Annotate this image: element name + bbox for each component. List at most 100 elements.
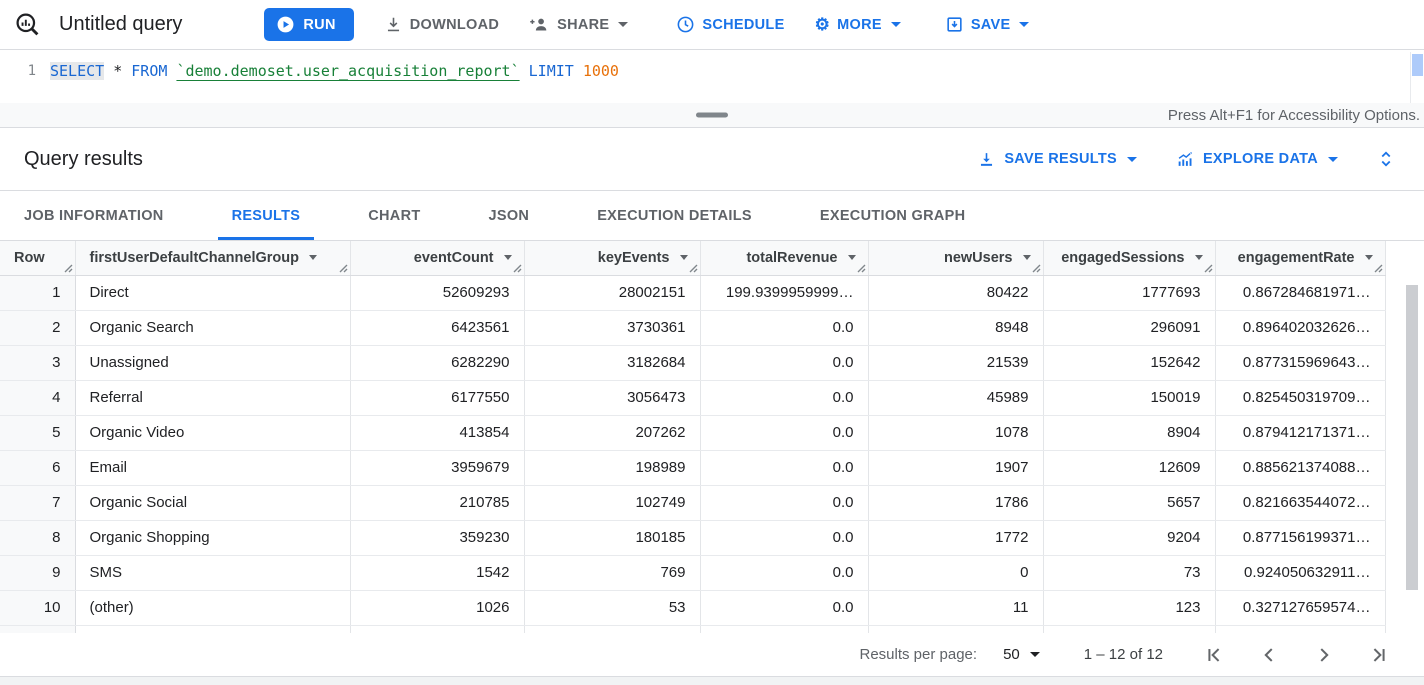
explore-data-button[interactable]: EXPLORE DATA (1175, 150, 1338, 169)
cell: 0.867284681971… (1215, 275, 1386, 311)
cell: 150019 (1043, 380, 1216, 416)
column-menu-icon[interactable] (1364, 255, 1373, 261)
cell: SMS (75, 555, 351, 591)
cell: 0.885621374088… (1215, 450, 1386, 486)
sql-editor[interactable]: 1 SELECT * FROM `demo.demoset.user_acqui… (0, 50, 1424, 103)
column-resize-handle[interactable] (1374, 264, 1383, 273)
cell: 3056473 (524, 380, 701, 416)
table-scrollbar-thumb[interactable] (1406, 285, 1418, 590)
row-number-cell: 3 (0, 345, 76, 381)
cell: 210785 (350, 485, 525, 521)
last-page-icon (1373, 647, 1385, 662)
cell: 52609293 (350, 275, 525, 311)
cell: 413854 (350, 415, 525, 451)
column-header-newUsers[interactable]: newUsers (868, 241, 1044, 276)
cell: 3730361 (524, 310, 701, 346)
column-resize-handle[interactable] (689, 264, 698, 273)
column-resize-handle[interactable] (1204, 264, 1213, 273)
chevron-down-icon (1328, 156, 1338, 162)
sql-keyword-select: SELECT (50, 62, 105, 80)
sql-star: * (113, 62, 123, 80)
page-size-select[interactable]: 50 (1003, 646, 1040, 663)
column-menu-icon[interactable] (1022, 255, 1031, 261)
cell: 12609 (1043, 450, 1216, 486)
tab-job-information[interactable]: JOB INFORMATION (24, 191, 164, 240)
column-menu-icon[interactable] (847, 255, 856, 261)
expand-results-button[interactable] (1376, 148, 1396, 170)
cell: 45989 (868, 380, 1044, 416)
cell: 0.0 (700, 310, 869, 346)
tab-execution-graph[interactable]: EXECUTION GRAPH (820, 191, 966, 240)
cell: 199.9399959999… (700, 275, 869, 311)
download-button[interactable]: DOWNLOAD (384, 15, 499, 34)
previous-page-button[interactable] (1258, 644, 1280, 666)
column-resize-handle[interactable] (1032, 264, 1041, 273)
column-header-row[interactable]: Row (0, 241, 76, 276)
cell: Unassigned (75, 345, 351, 381)
table-row: 10 (other) 1026 53 0.0 11 123 0.327127659574… (0, 590, 1386, 626)
save-button[interactable]: SAVE (945, 15, 1030, 34)
first-page-button[interactable] (1203, 644, 1225, 666)
run-button[interactable]: RUN (264, 8, 354, 41)
cell: Paid Social (75, 625, 351, 633)
cell: 1078 (868, 415, 1044, 451)
tab-chart[interactable]: CHART (368, 191, 420, 240)
editor-scrollbar-thumb[interactable] (1412, 54, 1423, 76)
table-row: 11Paid Social9874940.0911.0 (0, 625, 1386, 633)
cell: Email (75, 450, 351, 486)
column-header-engagedSessions[interactable]: engagedSessions (1043, 241, 1216, 276)
column-resize-handle[interactable] (513, 264, 522, 273)
chevron-down-icon (890, 22, 901, 27)
results-table: Row firstUserDefaultChannelGroup eventCo… (0, 241, 1386, 633)
column-resize-handle[interactable] (339, 264, 348, 273)
sql-code-line[interactable]: SELECT * FROM `demo.demoset.user_acquisi… (50, 62, 619, 80)
tab-results[interactable]: RESULTS (217, 191, 314, 240)
cell: 0.896402032626… (1215, 310, 1386, 346)
column-label: newUsers (943, 249, 1013, 266)
column-menu-icon[interactable] (308, 255, 317, 261)
play-circle-icon (276, 15, 295, 34)
download-tray-icon (977, 150, 996, 169)
share-button[interactable]: SHARE (529, 15, 629, 34)
page-range: 1 – 12 of 12 (1083, 646, 1163, 663)
download-icon (384, 15, 403, 34)
column-header-firstUserDefaultChannelGroup[interactable]: firstUserDefaultChannelGroup (75, 241, 351, 276)
cell: 11 (868, 590, 1044, 626)
column-header-totalRevenue[interactable]: totalRevenue (700, 241, 869, 276)
cell: 8904 (1043, 415, 1216, 451)
results-per-page-label: Results per page: (859, 646, 978, 663)
column-resize-handle[interactable] (857, 264, 866, 273)
cell: 6177550 (350, 380, 525, 416)
gear-icon: ⚙ (814, 15, 831, 34)
column-menu-icon[interactable] (679, 255, 688, 261)
column-menu-icon[interactable] (503, 255, 512, 261)
panel-resize-handle[interactable] (696, 112, 728, 118)
next-page-button[interactable] (1313, 644, 1335, 666)
table-row: 7 Organic Social 210785 102749 0.0 1786 5657 0.… (0, 485, 1386, 521)
column-menu-icon[interactable] (1194, 255, 1203, 261)
cell: 6423561 (350, 310, 525, 346)
column-resize-handle[interactable] (64, 264, 73, 273)
row-number-cell: 8 (0, 520, 76, 556)
tab-execution-details[interactable]: EXECUTION DETAILS (597, 191, 752, 240)
column-header-eventCount[interactable]: eventCount (350, 241, 525, 276)
column-label: engagedSessions (1061, 249, 1185, 266)
run-label: RUN (303, 16, 336, 33)
cell: 9 (868, 625, 1044, 633)
save-results-button[interactable]: SAVE RESULTS (977, 150, 1137, 169)
sql-keyword-limit: LIMIT (528, 62, 574, 80)
column-label: eventCount (413, 249, 494, 266)
more-button[interactable]: ⚙ MORE (815, 16, 901, 33)
cell: 0.0 (700, 625, 869, 633)
cell: 53 (524, 590, 701, 626)
tab-json[interactable]: JSON (489, 191, 530, 240)
row-number-cell: 5 (0, 415, 76, 451)
column-header-engagementRate[interactable]: engagementRate (1215, 241, 1386, 276)
table-row: 6 Email 3959679 198989 0.0 1907 12609 0.8856213… (0, 450, 1386, 486)
column-header-keyEvents[interactable]: keyEvents (524, 241, 701, 276)
sql-table-reference[interactable]: `demo.demoset.user_acquisition_report` (176, 62, 520, 80)
schedule-button[interactable]: SCHEDULE (676, 15, 784, 34)
last-page-button[interactable] (1368, 644, 1390, 666)
cell: 3959679 (350, 450, 525, 486)
cell: 1026 (350, 590, 525, 626)
